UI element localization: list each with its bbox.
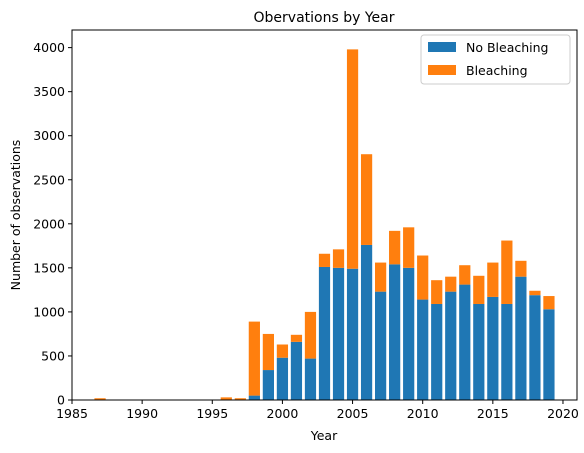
bar-bleaching-1999 bbox=[262, 333, 274, 371]
bar-no-bleaching-2009 bbox=[403, 267, 415, 400]
bar-bleaching-2018 bbox=[529, 290, 541, 296]
bar-bleaching-2017 bbox=[515, 260, 527, 277]
x-tick-label-2010: 2010 bbox=[407, 406, 439, 421]
bar-no-bleaching-2015 bbox=[487, 296, 499, 400]
x-tick-label-2000: 2000 bbox=[267, 406, 299, 421]
y-tick-label-3000: 3000 bbox=[33, 128, 65, 143]
bar-bleaching-2014 bbox=[473, 275, 485, 304]
bar-no-bleaching-2013 bbox=[459, 284, 471, 400]
legend-label-bleaching: Bleaching bbox=[466, 63, 528, 78]
bars-group bbox=[94, 49, 555, 400]
bar-bleaching-2006 bbox=[360, 154, 373, 245]
x-tick-label-1985: 1985 bbox=[56, 406, 88, 421]
bar-bleaching-2003 bbox=[318, 253, 331, 267]
bar-bleaching-1997 bbox=[234, 398, 246, 400]
bar-bleaching-2010 bbox=[417, 255, 429, 300]
bar-no-bleaching-2019 bbox=[543, 309, 555, 400]
y-tick-label-500: 500 bbox=[41, 348, 65, 363]
x-axis-label: Year bbox=[310, 428, 338, 443]
y-tick-label-2000: 2000 bbox=[33, 216, 65, 231]
y-tick-label-1500: 1500 bbox=[33, 260, 65, 275]
bar-no-bleaching-2012 bbox=[445, 291, 457, 400]
bar-no-bleaching-2010 bbox=[417, 299, 429, 400]
legend: No Bleaching Bleaching bbox=[420, 34, 571, 85]
bar-no-bleaching-2017 bbox=[515, 276, 527, 400]
x-tick-label-1995: 1995 bbox=[196, 406, 228, 421]
bar-no-bleaching-2001 bbox=[290, 341, 303, 400]
bar-no-bleaching-1998 bbox=[248, 395, 260, 400]
bar-no-bleaching-2008 bbox=[389, 264, 401, 400]
x-axis: 1985 1990 1995 2000 2005 2010 2015 2020 bbox=[56, 400, 579, 421]
bar-bleaching-2004 bbox=[332, 249, 345, 268]
bar-bleaching-2007 bbox=[375, 262, 387, 292]
legend-label-no-bleaching: No Bleaching bbox=[466, 40, 549, 55]
x-tick-label-1990: 1990 bbox=[126, 406, 158, 421]
bar-no-bleaching-2005 bbox=[346, 268, 359, 400]
x-tick-label-2020: 2020 bbox=[547, 406, 579, 421]
y-tick-label-4000: 4000 bbox=[33, 40, 65, 55]
bar-bleaching-2012 bbox=[445, 276, 457, 292]
bar-bleaching-2001 bbox=[290, 334, 303, 342]
y-tick-label-0: 0 bbox=[57, 393, 65, 408]
y-axis-label: Number of observations bbox=[8, 140, 23, 291]
plot-frame bbox=[71, 29, 578, 401]
bar-bleaching-1998 bbox=[248, 321, 260, 396]
bar-bleaching-2000 bbox=[276, 344, 289, 358]
bar-no-bleaching-2014 bbox=[473, 303, 485, 400]
bar-bleaching-2019 bbox=[543, 296, 555, 310]
bar-no-bleaching-2004 bbox=[332, 267, 345, 400]
bar-bleaching-2002 bbox=[304, 311, 317, 359]
legend-swatch-no-bleaching bbox=[428, 42, 456, 52]
bar-bleaching-2013 bbox=[459, 265, 471, 285]
legend-swatch-bleaching bbox=[428, 65, 456, 75]
bar-no-bleaching-2000 bbox=[276, 357, 289, 400]
bar-bleaching-2008 bbox=[389, 230, 401, 265]
bar-bleaching-1987 bbox=[94, 398, 106, 400]
bar-bleaching-2011 bbox=[431, 280, 443, 304]
bar-no-bleaching-2002 bbox=[304, 358, 317, 400]
y-tick-label-3500: 3500 bbox=[33, 84, 65, 99]
bar-no-bleaching-2003 bbox=[318, 266, 331, 400]
bar-bleaching-2016 bbox=[501, 240, 513, 304]
bar-no-bleaching-2011 bbox=[431, 303, 443, 400]
legend-frame bbox=[420, 34, 571, 85]
bar-bleaching-1996 bbox=[220, 397, 232, 400]
chart-title: Obervations by Year bbox=[254, 10, 395, 26]
bar-no-bleaching-2018 bbox=[529, 295, 541, 400]
bar-no-bleaching-2016 bbox=[501, 303, 513, 400]
y-tick-label-1000: 1000 bbox=[33, 304, 65, 319]
bar-no-bleaching-2007 bbox=[375, 291, 387, 400]
y-tick-label-2500: 2500 bbox=[33, 172, 65, 187]
bar-bleaching-2009 bbox=[403, 227, 415, 268]
y-axis: 0 500 1000 1500 2000 2500 3000 3500 4000 bbox=[33, 40, 72, 408]
bar-no-bleaching-1999 bbox=[262, 370, 274, 400]
bar-bleaching-2005 bbox=[346, 49, 359, 269]
bar-no-bleaching-2006 bbox=[360, 244, 373, 400]
bar-bleaching-2015 bbox=[487, 262, 499, 297]
x-tick-label-2015: 2015 bbox=[477, 406, 509, 421]
x-tick-label-2005: 2005 bbox=[337, 406, 369, 421]
